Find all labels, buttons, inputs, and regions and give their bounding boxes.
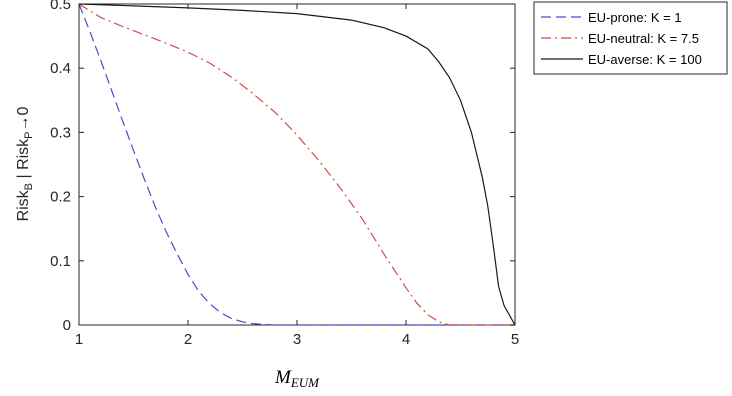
series-line-3 — [78, 3, 516, 326]
legend: EU-prone: K = 1 EU-neutral: K = 7.5 EU-ave… — [533, 1, 728, 75]
series-line-1 — [78, 3, 515, 326]
plot-frame — [78, 3, 516, 326]
y-axis-title-part: Risk — [15, 189, 32, 221]
series-layer — [78, 3, 516, 326]
y-tick-label: 0.4 — [50, 60, 71, 77]
x-tick-label: 2 — [184, 331, 192, 348]
y-tick-label: 0.2 — [50, 189, 71, 206]
y-axis-title-part: P — [23, 131, 35, 138]
legend-label: EU-neutral: K = 7.5 — [588, 31, 699, 46]
x-axis-title: MEUM — [274, 367, 320, 390]
x-tick-label: 3 — [293, 331, 301, 348]
legend-label: EU-prone: K = 1 — [588, 10, 682, 25]
y-axis-title-part: | Risk — [15, 138, 32, 183]
x-tick-label: 1 — [75, 331, 83, 348]
x-tick-label: 4 — [402, 331, 410, 348]
y-axis-title-part: →0 — [15, 106, 32, 131]
y-tick-label: 0.5 — [50, 0, 71, 13]
x-axis-title-base: M — [274, 367, 292, 388]
ticks-layer: 1 2 3 4 5 0 0.1 0.2 0.3 0.4 0.5 — [50, 0, 519, 348]
y-axis-title-part: B — [23, 183, 35, 190]
x-tick-label: 5 — [511, 331, 519, 348]
y-tick-label: 0.1 — [50, 253, 71, 270]
x-axis-title-sub: EUM — [290, 375, 320, 390]
series-line-2 — [78, 3, 515, 326]
y-tick-label: 0 — [63, 317, 71, 334]
y-tick-label: 0.3 — [50, 124, 71, 141]
legend-label: EU-averse: K = 100 — [588, 52, 702, 67]
y-axis-title: RiskB | RiskP→0 — [15, 106, 35, 221]
